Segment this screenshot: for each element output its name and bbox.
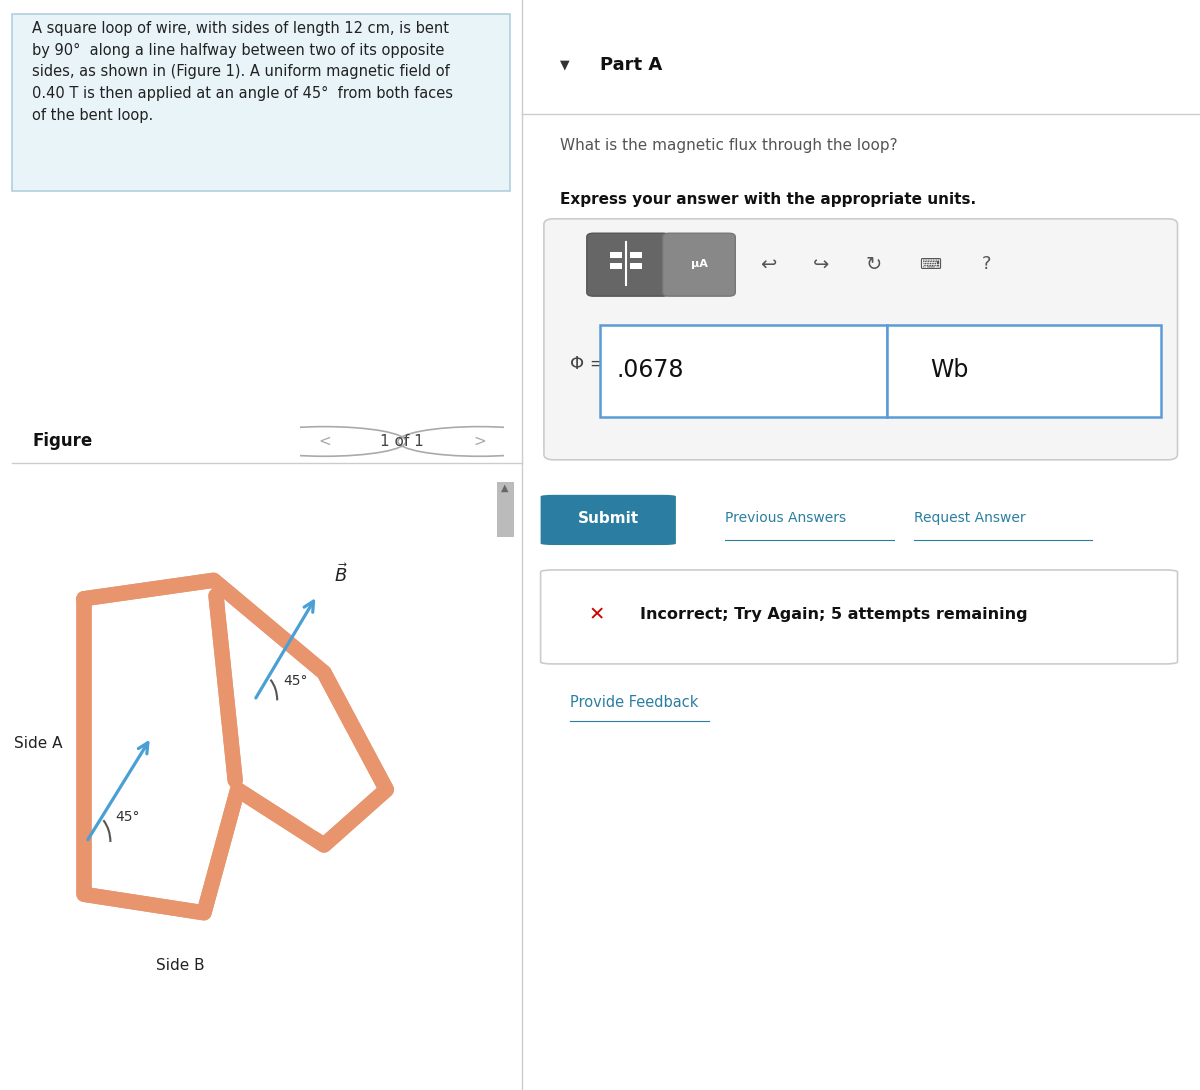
Text: Part A: Part A — [600, 57, 662, 74]
Text: $\vec{B}$: $\vec{B}$ — [334, 562, 348, 585]
FancyBboxPatch shape — [887, 325, 1162, 416]
Text: ↩: ↩ — [760, 255, 776, 274]
Text: Φ =: Φ = — [570, 355, 605, 374]
Text: 1 of 1: 1 of 1 — [380, 434, 424, 449]
Text: ↻: ↻ — [865, 255, 882, 274]
Text: Provide Feedback: Provide Feedback — [570, 695, 698, 711]
Text: A square loop of wire, with sides of length 12 cm, is bent
by 90°  along a line : A square loop of wire, with sides of len… — [32, 21, 452, 123]
FancyBboxPatch shape — [544, 219, 1177, 460]
Text: ✕: ✕ — [588, 605, 605, 625]
FancyBboxPatch shape — [610, 263, 622, 269]
Text: ↪: ↪ — [812, 255, 829, 274]
Text: μA: μA — [690, 259, 708, 269]
FancyBboxPatch shape — [541, 570, 1177, 664]
Text: Side A: Side A — [14, 736, 62, 751]
FancyBboxPatch shape — [662, 233, 736, 296]
Text: Side B: Side B — [156, 958, 204, 972]
Text: Incorrect; Try Again; 5 attempts remaining: Incorrect; Try Again; 5 attempts remaini… — [640, 607, 1027, 622]
Text: What is the magnetic flux through the loop?: What is the magnetic flux through the lo… — [560, 137, 898, 153]
Text: .0678: .0678 — [617, 358, 684, 382]
FancyBboxPatch shape — [630, 263, 642, 269]
Text: Wb: Wb — [930, 358, 968, 382]
Text: Express your answer with the appropriate units.: Express your answer with the appropriate… — [560, 192, 977, 207]
FancyBboxPatch shape — [610, 252, 622, 258]
Text: ▼: ▼ — [560, 59, 570, 72]
Text: >: > — [473, 434, 486, 449]
Text: <: < — [318, 434, 331, 449]
FancyBboxPatch shape — [630, 252, 642, 258]
Polygon shape — [221, 605, 365, 833]
FancyBboxPatch shape — [497, 482, 514, 537]
Text: 45°: 45° — [283, 674, 307, 688]
Text: Previous Answers: Previous Answers — [726, 511, 846, 525]
Text: ?: ? — [982, 255, 991, 274]
Text: Request Answer: Request Answer — [913, 511, 1025, 525]
FancyBboxPatch shape — [587, 233, 670, 296]
Text: Submit: Submit — [578, 511, 640, 525]
FancyBboxPatch shape — [600, 325, 887, 416]
Text: Figure: Figure — [32, 433, 94, 450]
Text: ⌨: ⌨ — [919, 257, 941, 272]
Text: 45°: 45° — [115, 810, 139, 824]
Text: ▲: ▲ — [502, 483, 509, 493]
FancyBboxPatch shape — [541, 495, 676, 545]
Polygon shape — [113, 614, 199, 867]
FancyBboxPatch shape — [12, 14, 510, 191]
